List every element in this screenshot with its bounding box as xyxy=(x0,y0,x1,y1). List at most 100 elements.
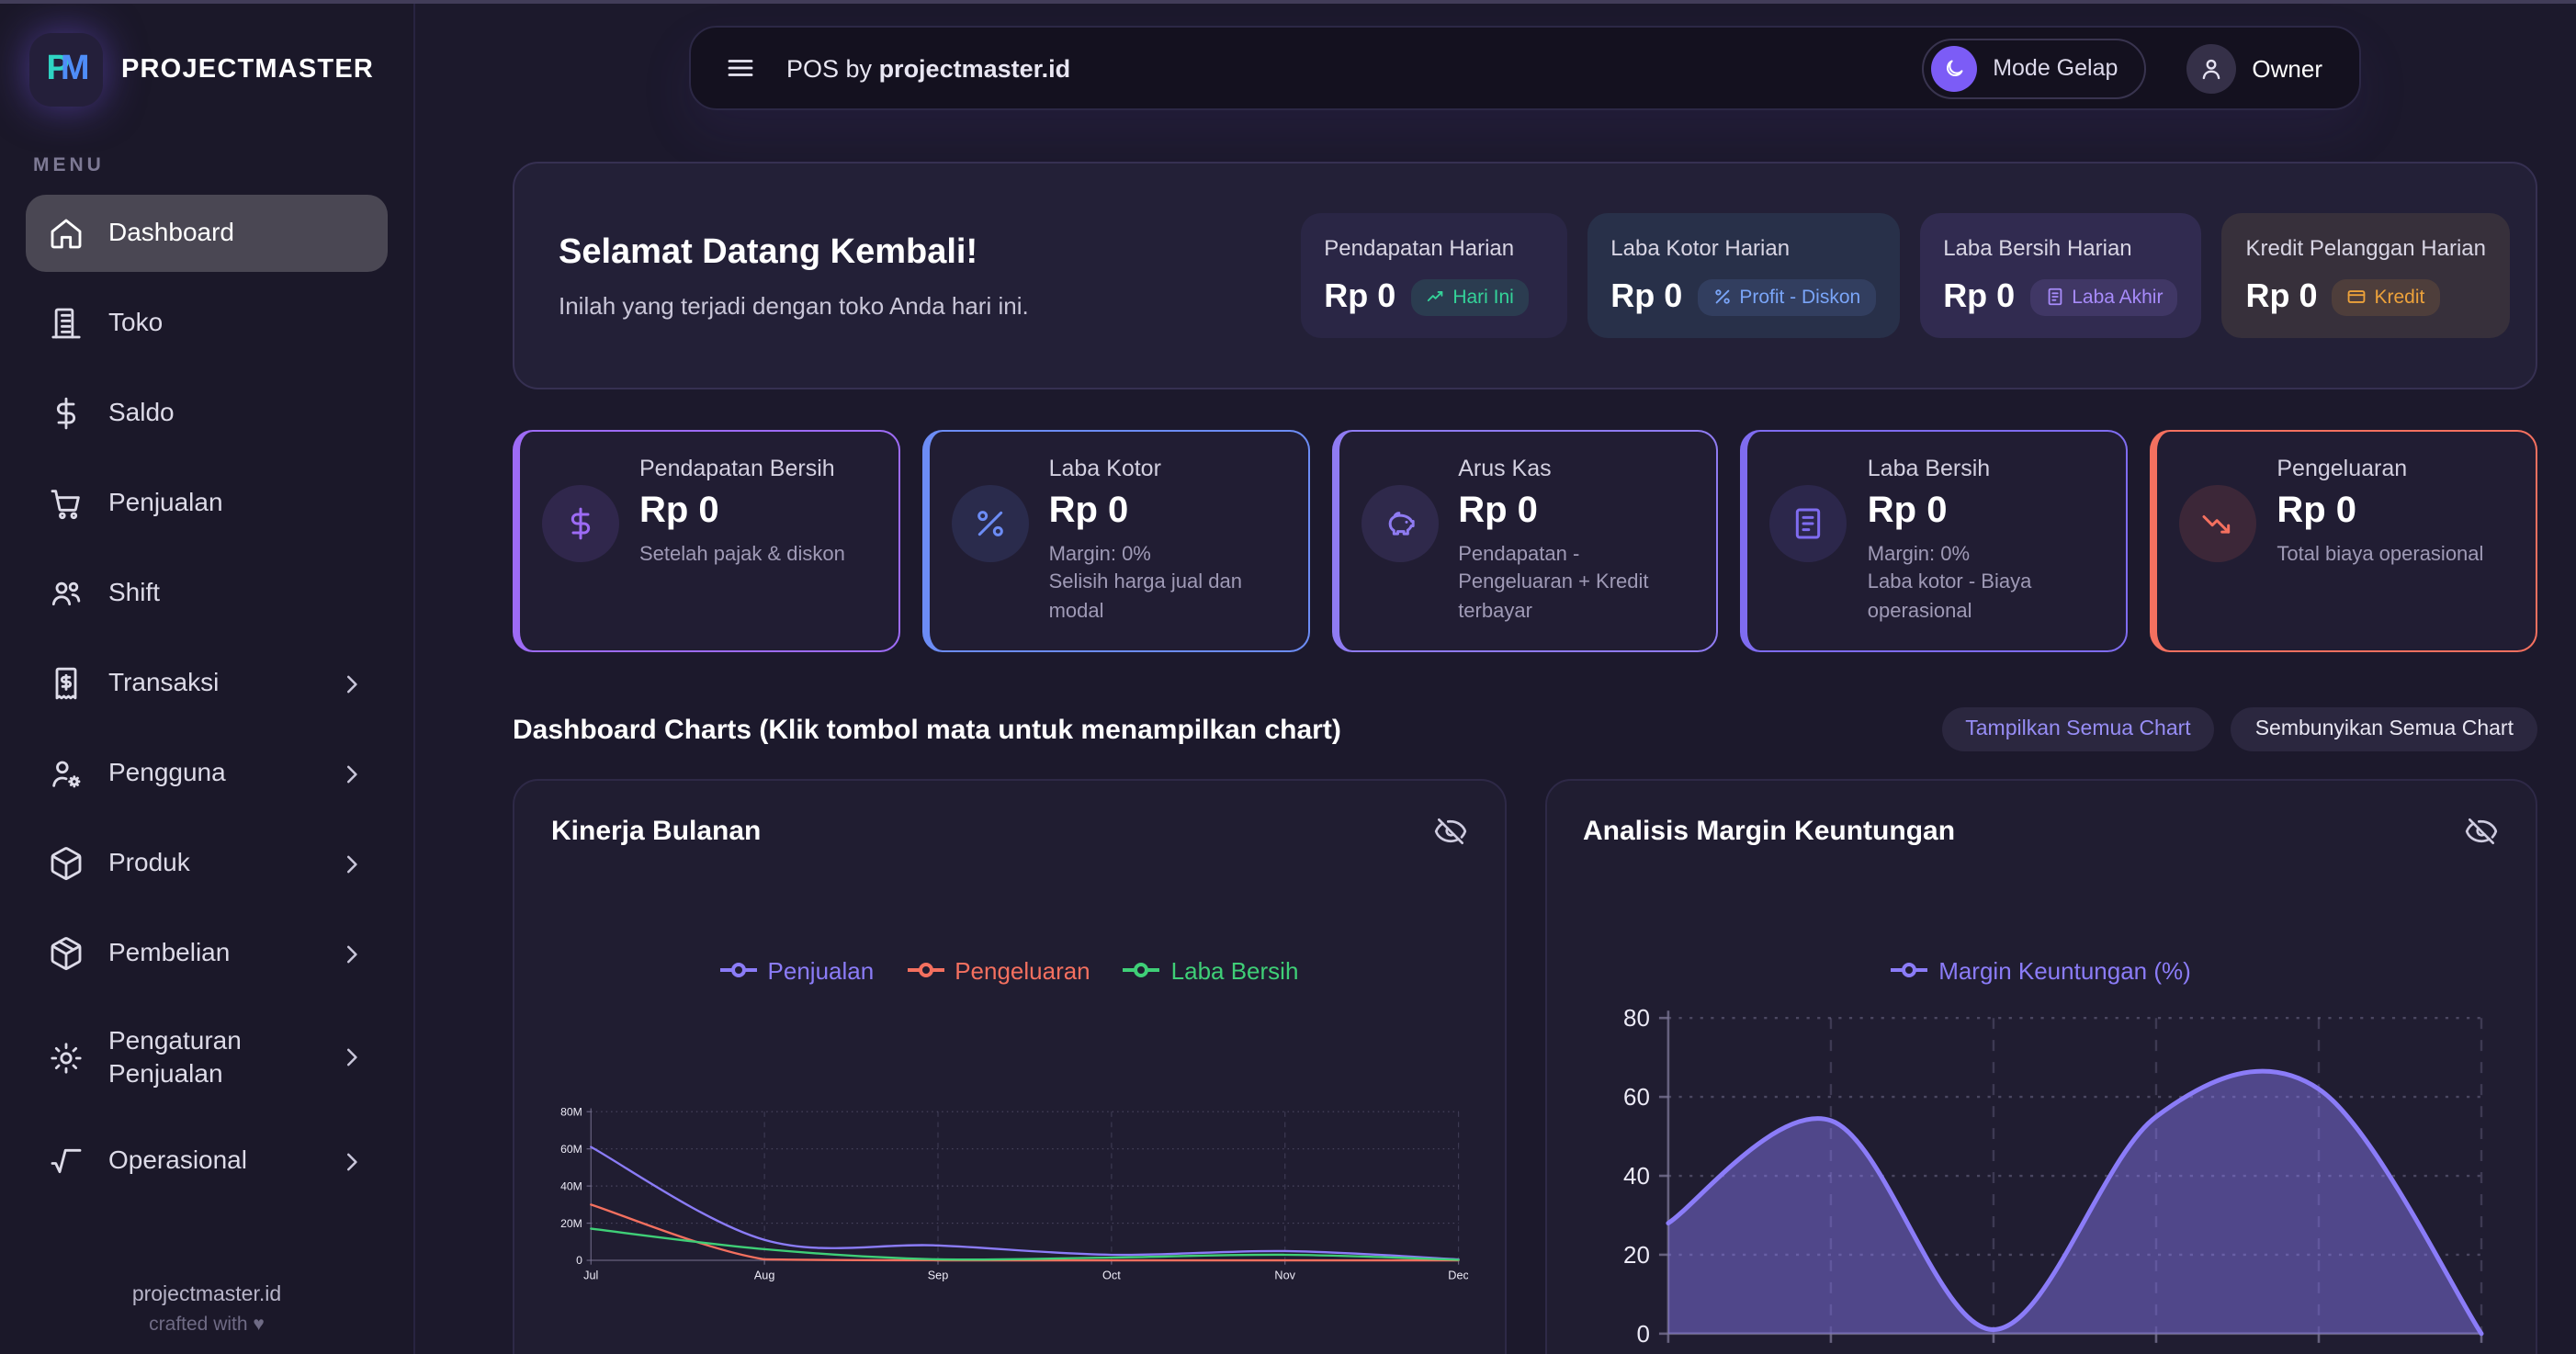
chart-canvas: 0 20M 40M 60M 80M Jul Aug Sep Oct Nov Dec xyxy=(551,1007,1469,1354)
sidebar-menu: Dashboard Toko Saldo Penjualan Shift Transaks… xyxy=(26,195,388,1200)
stat-card-value: Rp 0 xyxy=(1867,491,1948,531)
sidebar-item-label: Saldo xyxy=(108,397,175,427)
daily-stats-row: Pendapatan Harian Rp 0 Hari Ini Laba Kotor … xyxy=(1300,213,2510,338)
svg-text:80: 80 xyxy=(1622,1007,1649,1032)
legend-marker-icon xyxy=(1891,963,1928,978)
topbar-title-brand: projectmaster.id xyxy=(878,54,1071,82)
svg-text:0: 0 xyxy=(1635,1320,1648,1348)
svg-text:Oct: Oct xyxy=(2136,1352,2175,1354)
sidebar-item-shift[interactable]: Shift xyxy=(26,555,388,632)
daily-stat-badge-text: Laba Akhir xyxy=(2072,286,2164,308)
sidebar-item-pengaturan-penjualan[interactable]: Pengaturan Penjualan xyxy=(26,1005,388,1110)
topbar-title: POS by projectmaster.id xyxy=(786,54,1070,82)
sidebar-item-saldo[interactable]: Saldo xyxy=(26,375,388,452)
invoice-icon xyxy=(1769,485,1847,562)
user-menu[interactable]: Owner xyxy=(2186,43,2333,93)
svg-text:Sep: Sep xyxy=(1971,1352,2015,1354)
charts-heading: Dashboard Charts (Klik tombol mata untuk… xyxy=(513,714,1341,746)
percent-icon xyxy=(951,485,1029,562)
svg-text:40M: 40M xyxy=(560,1180,582,1193)
stat-card-description: Pendapatan - Pengeluaran + Kredit terbay… xyxy=(1458,544,1649,623)
welcome-subtitle: Inilah yang terjadi dengan toko Anda har… xyxy=(559,291,1029,319)
user-icon xyxy=(2186,43,2236,93)
svg-text:Oct: Oct xyxy=(1102,1269,1121,1282)
footer-tagline: crafted with ♥ xyxy=(149,1314,265,1336)
brand-name: PROJECTMASTER xyxy=(121,55,375,85)
daily-stat-label: Pendapatan Harian xyxy=(1324,235,1515,261)
sidebar-item-produk[interactable]: Produk xyxy=(26,825,388,902)
sidebar-item-label: Penjualan xyxy=(108,487,223,517)
stat-card-pendapatan-bersih: Pendapatan Bersih Rp 0 Setelah pajak & dis… xyxy=(513,430,900,653)
sidebar-item-label: Pengaturan Penjualan xyxy=(108,1025,242,1087)
svg-text:Nov: Nov xyxy=(2296,1352,2340,1354)
stat-card-body: Pengeluaran Rp 0 Total biaya operasional xyxy=(2277,456,2483,626)
eye-off-icon[interactable] xyxy=(2464,814,2499,849)
show-all-charts-button[interactable]: Tampilkan Semua Chart xyxy=(1941,707,2215,752)
eye-off-icon[interactable] xyxy=(1432,814,1467,849)
dollar-icon xyxy=(48,395,85,432)
menu-icon[interactable] xyxy=(724,51,757,85)
chevron-right-icon xyxy=(338,1044,366,1071)
legend-item-margin-keuntungan[interactable]: Margin Keuntungan (%) xyxy=(1891,956,2191,984)
welcome-title: Selamat Datang Kembali! xyxy=(559,232,978,271)
stat-card-laba-kotor: Laba Kotor Rp 0 Margin: 0% Selisih harga ju… xyxy=(921,430,1310,653)
stat-card-value: Rp 0 xyxy=(2277,491,2357,531)
sidebar-item-pengguna[interactable]: Pengguna xyxy=(26,735,388,812)
welcome-banner: Selamat Datang Kembali! Inilah yang terj… xyxy=(513,162,2537,389)
chevron-right-icon xyxy=(338,760,366,787)
legend-item-laba-bersih[interactable]: Laba Bersih xyxy=(1123,956,1298,984)
dark-mode-label: Mode Gelap xyxy=(1993,55,2118,81)
dollar-icon xyxy=(542,485,619,562)
welcome-text: Selamat Datang Kembali! Inilah yang terj… xyxy=(559,232,1119,319)
stat-card-description: Setelah pajak & diskon xyxy=(639,544,845,566)
sidebar-item-label: Pengguna xyxy=(108,757,226,787)
legend-item-penjualan[interactable]: Penjualan xyxy=(719,956,874,984)
stat-card-laba-bersih: Laba Bersih Rp 0 Margin: 0% Laba kotor - Bi… xyxy=(1740,430,2129,653)
stat-card-description: Total biaya operasional xyxy=(2277,544,2484,566)
daily-stat-badge: Profit - Diskon xyxy=(1697,278,1876,315)
chevron-right-icon xyxy=(338,1147,366,1175)
daily-stat-label: Laba Kotor Harian xyxy=(1610,235,1791,261)
gear-icon xyxy=(48,1039,85,1076)
user-label: Owner xyxy=(2252,54,2322,82)
svg-text:60M: 60M xyxy=(560,1143,582,1156)
sidebar-item-pembelian[interactable]: Pembelian xyxy=(26,915,388,992)
sidebar-item-toko[interactable]: Toko xyxy=(26,285,388,362)
svg-text:Aug: Aug xyxy=(754,1269,775,1282)
stat-card-pengeluaran: Pengeluaran Rp 0 Total biaya operasional xyxy=(2150,430,2537,653)
invoice-icon xyxy=(2044,287,2064,307)
trending-down-icon xyxy=(2179,485,2257,562)
box-icon xyxy=(48,845,85,882)
sidebar-item-dashboard[interactable]: Dashboard xyxy=(26,195,388,272)
footer-site: projectmaster.id xyxy=(131,1284,282,1306)
sidebar-item-operasional[interactable]: Operasional xyxy=(26,1123,388,1200)
chevron-right-icon xyxy=(338,850,366,877)
svg-text:Jul: Jul xyxy=(1652,1352,1683,1354)
legend-item-pengeluaran[interactable]: Pengeluaran xyxy=(907,956,1090,984)
sidebar-item-transaksi[interactable]: Transaksi xyxy=(26,645,388,722)
users-icon xyxy=(48,575,85,612)
receipt-icon xyxy=(48,665,85,702)
stat-card-value: Rp 0 xyxy=(639,491,719,531)
sqrt-icon xyxy=(48,1143,85,1179)
chart-title: Analisis Margin Keuntungan xyxy=(1583,816,1956,848)
daily-stat-laba-bersih-harian: Laba Bersih Harian Rp 0 Laba Akhir xyxy=(1919,213,2202,338)
stat-card-value: Rp 0 xyxy=(1048,491,1129,531)
charts-buttons: Tampilkan Semua Chart Sembunyikan Semua … xyxy=(1941,707,2537,752)
stat-card-body: Laba Kotor Rp 0 Margin: 0% Selisih harga ju… xyxy=(1049,456,1286,626)
chevron-right-icon xyxy=(338,940,366,967)
sidebar-item-penjualan[interactable]: Penjualan xyxy=(26,465,388,542)
stat-card-body: Laba Bersih Rp 0 Margin: 0% Laba kotor - Bi… xyxy=(1868,456,2105,626)
stat-card-body: Arus Kas Rp 0 Pendapatan - Pengeluaran + K… xyxy=(1458,456,1695,626)
stat-card-value: Rp 0 xyxy=(1458,491,1538,531)
store-icon xyxy=(48,305,85,342)
dark-mode-toggle[interactable]: Mode Gelap xyxy=(1921,38,2146,98)
svg-text:Nov: Nov xyxy=(1274,1269,1295,1282)
daily-stat-value: Rp 0 xyxy=(1324,277,1396,314)
hide-all-charts-button[interactable]: Sembunyikan Semua Chart xyxy=(2231,707,2537,752)
stat-cards-row: Pendapatan Bersih Rp 0 Setelah pajak & dis… xyxy=(513,430,2537,653)
stat-card-title: Laba Bersih xyxy=(1867,456,1991,481)
svg-text:Jul: Jul xyxy=(583,1269,598,1282)
